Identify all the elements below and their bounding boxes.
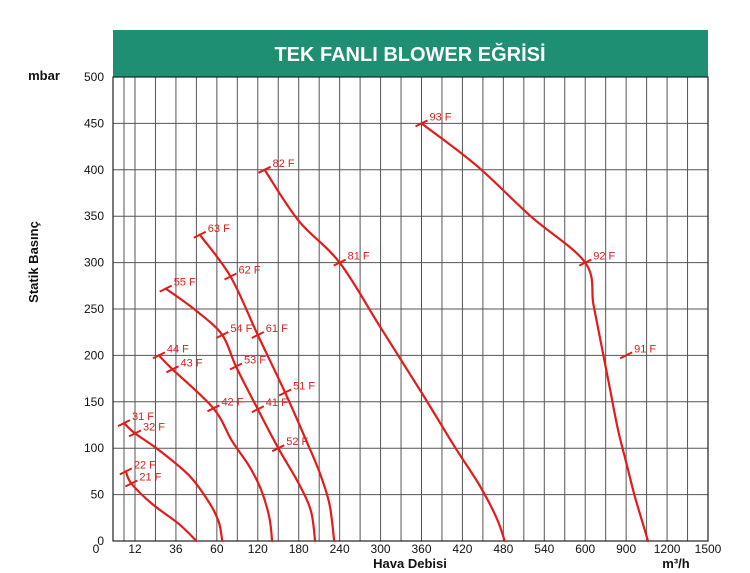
point-label: 31 F [132, 411, 154, 423]
point-label: 44 F [167, 343, 189, 355]
point-label: 32 F [143, 421, 165, 433]
blower-curve-6 [263, 168, 506, 543]
curve-tick-mark [117, 419, 131, 428]
x-tick-label: 420 [452, 542, 472, 556]
y-tick-label: 350 [84, 209, 104, 223]
curve-tick-mark [229, 362, 243, 371]
curves [122, 122, 650, 543]
x-tick-label: 120 [248, 542, 268, 556]
curve-tick-mark [119, 467, 133, 476]
x-tick-label: 1200 [654, 542, 681, 556]
grid [112, 76, 709, 542]
x-tick-label: 540 [534, 542, 554, 556]
point-label: 54 F [230, 323, 252, 335]
point-label: 93 F [430, 111, 452, 123]
curve-tick-mark [333, 258, 347, 267]
curve-tick-mark [193, 230, 207, 239]
x-tick-label: 36 [169, 542, 183, 556]
curve-tick-mark [251, 405, 265, 414]
point-label: 55 F [174, 277, 196, 289]
x-tick-label: 12 [128, 542, 142, 556]
y-unit-label: mbar [28, 68, 60, 83]
y-tick-label: 400 [84, 163, 104, 177]
curve-tick-mark [215, 331, 229, 339]
point-label: 51 F [293, 381, 315, 393]
point-label: 41 F [266, 397, 288, 409]
curve-tick-mark [619, 351, 633, 360]
curve-tick-mark [578, 258, 592, 267]
y-tick-label: 50 [91, 488, 105, 502]
y-tick-label: 0 [97, 534, 104, 548]
curve-marks: 22 F21 F 31 F32 F 44 F 43 F 42 F 55 F 54 F 53 F… [117, 111, 656, 488]
curve-tick-mark [258, 165, 272, 174]
blower-curve-5 [198, 233, 336, 543]
x-axis-title: Hava Debisi [373, 556, 447, 571]
point-label: 53 F [244, 355, 266, 367]
point-label: 81 F [348, 251, 370, 263]
blower-curve-7 [420, 122, 650, 543]
point-label: 22 F [134, 459, 156, 471]
curve-tick-mark [152, 351, 166, 360]
curve-tick-mark [278, 388, 292, 397]
curve-tick-mark [271, 444, 285, 453]
x-tick-label: 900 [616, 542, 636, 556]
x-tick-label: 300 [371, 542, 391, 556]
x-tick-label: 600 [575, 542, 595, 556]
curve-tick-mark [128, 429, 142, 438]
y-axis-title: Statik Basınç [26, 221, 41, 303]
y-tick-label: 500 [84, 70, 104, 84]
origin-label: 0 [93, 542, 100, 556]
y-tick-label: 300 [84, 256, 104, 270]
point-label: 62 F [239, 265, 261, 277]
y-tick-label: 150 [84, 395, 104, 409]
x-tick-labels: 12 36 60 120 180 240 300 360 420 480 540 600 900 1200… [128, 542, 721, 556]
curve-tick-mark [166, 365, 179, 374]
blower-curve-3 [157, 354, 274, 543]
x-tick-label: 360 [411, 542, 431, 556]
x-unit-label: m³/h [662, 556, 690, 571]
chart-title: TEK FANLI BLOWER EĞRİSİ [274, 42, 545, 66]
blower-curve-1 [124, 470, 198, 543]
x-tick-label: 180 [289, 542, 309, 556]
point-label: 82 F [273, 158, 295, 170]
point-label: 63 F [208, 223, 230, 235]
point-label: 42 F [221, 396, 243, 408]
curve-tick-mark [251, 331, 265, 339]
x-tick-label: 1500 [695, 542, 722, 556]
curve-tick-mark [159, 284, 173, 293]
point-label: 21 F [139, 471, 161, 483]
x-tick-label: 240 [330, 542, 350, 556]
y-tick-labels: 50 100 150 200 250 300 350 400 450 500 0 [84, 70, 104, 548]
curve-tick-mark [124, 479, 138, 488]
point-label: 52 F [286, 436, 308, 448]
curve-tick-mark [206, 404, 220, 413]
point-label: 92 F [593, 251, 615, 263]
y-tick-label: 100 [84, 441, 104, 455]
x-tick-label: 60 [210, 542, 224, 556]
x-tick-label: 480 [493, 542, 513, 556]
point-label: 91 F [634, 343, 656, 355]
curve-tick-mark [224, 272, 237, 281]
plot-frame [112, 76, 709, 542]
y-tick-label: 200 [84, 348, 104, 362]
point-label: 61 F [266, 323, 288, 335]
y-tick-label: 250 [84, 302, 104, 316]
point-label: 43 F [181, 357, 203, 369]
title-bar [113, 30, 708, 77]
y-tick-label: 450 [84, 116, 104, 130]
curve-tick-mark [415, 119, 428, 128]
